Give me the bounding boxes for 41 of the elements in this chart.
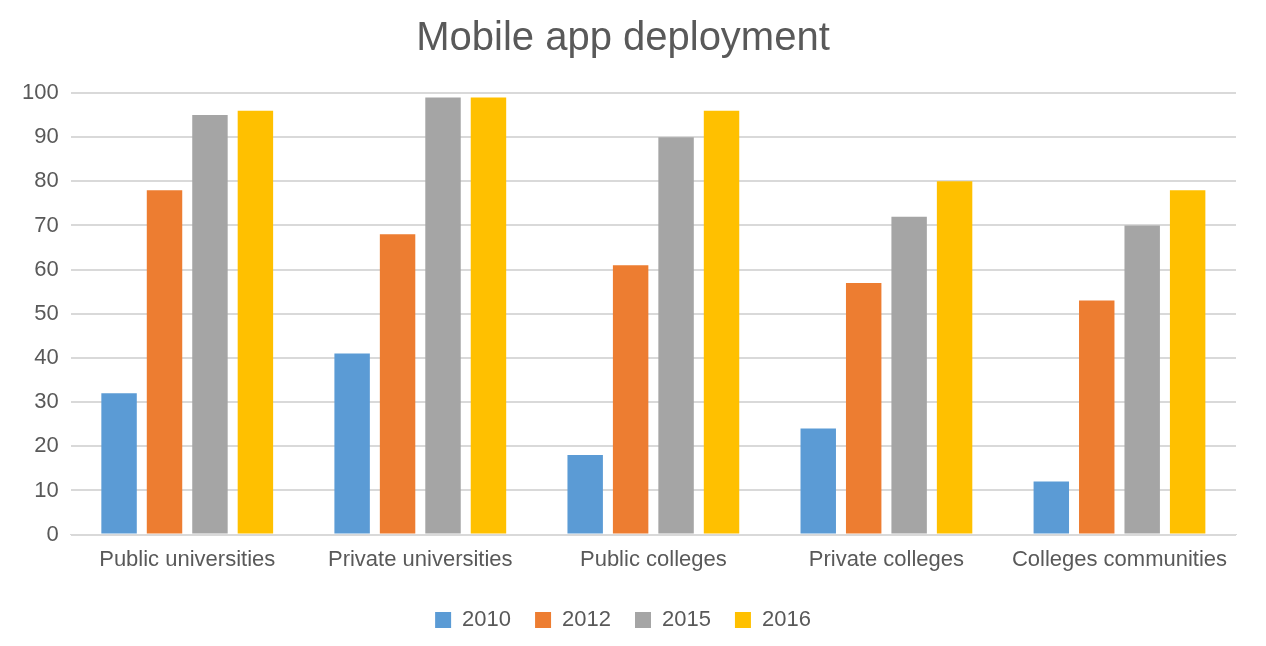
bar xyxy=(612,265,649,534)
y-tick-label: 30 xyxy=(34,388,59,414)
bar xyxy=(936,181,973,534)
y-tick-label: 50 xyxy=(34,299,59,325)
bar xyxy=(379,234,416,534)
y-tick-label: 100 xyxy=(21,79,59,105)
bar xyxy=(1033,481,1070,534)
bar xyxy=(800,428,836,534)
legend-label: 2016 xyxy=(761,606,811,632)
chart-title: Mobile app deployment xyxy=(416,14,830,59)
y-tick-label: 40 xyxy=(34,344,59,370)
bar xyxy=(658,137,694,534)
x-tick-label: Colleges communities xyxy=(1011,545,1228,571)
y-tick-label: 90 xyxy=(34,123,59,149)
bar xyxy=(1169,190,1206,534)
x-tick-label: Public colleges xyxy=(579,545,727,571)
bar xyxy=(1079,300,1115,534)
bar xyxy=(703,110,740,534)
bar xyxy=(101,393,137,534)
x-tick-label: Private colleges xyxy=(808,545,965,571)
bar xyxy=(470,97,507,534)
bar xyxy=(237,110,274,534)
bar xyxy=(146,190,183,534)
legend-label: 2012 xyxy=(562,606,612,632)
bar xyxy=(1124,225,1160,534)
bar xyxy=(192,115,228,534)
y-tick-label: 10 xyxy=(34,476,59,502)
y-tick-label: 0 xyxy=(46,520,59,546)
bar xyxy=(567,455,603,534)
bar xyxy=(891,216,927,534)
x-tick-label: Public universities xyxy=(99,545,276,571)
bar xyxy=(425,97,461,534)
legend-label: 2010 xyxy=(462,606,512,632)
y-tick-label: 60 xyxy=(34,255,59,281)
legend-label: 2015 xyxy=(662,606,711,632)
y-tick-label: 70 xyxy=(34,211,59,237)
bar xyxy=(845,282,882,534)
bar xyxy=(334,353,370,534)
y-tick-label: 80 xyxy=(34,167,59,193)
x-tick-label: Private universities xyxy=(327,545,513,571)
y-tick-label: 20 xyxy=(34,432,59,458)
